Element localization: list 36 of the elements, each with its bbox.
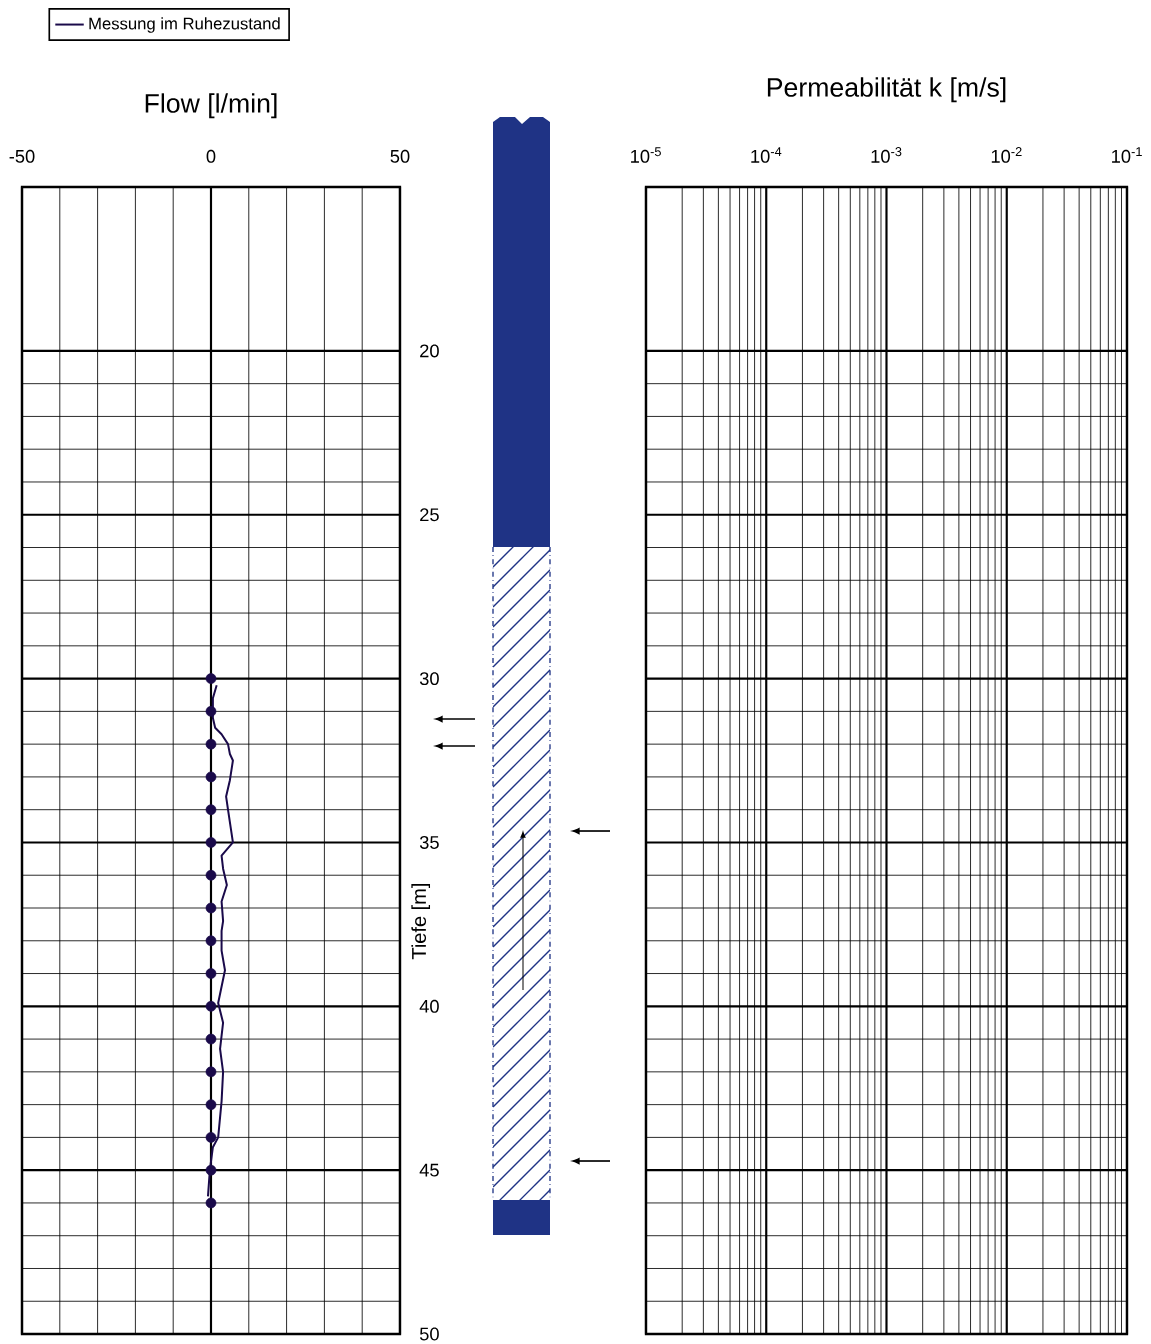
x-tick-label: 10$^{-5}$ [631,147,661,163]
x-tick-label: 10$^{-1}$ [1112,147,1142,163]
point [205,869,217,881]
point [205,738,217,750]
x-tick-label: 50 [390,149,410,163]
point [205,837,217,848]
chart-title: Flow [l/min] [145,93,277,119]
y-tick-label: 20 [420,344,439,358]
point [205,968,217,979]
x-tick-label: 0 [206,149,216,163]
y-tick-label: 30 [419,672,439,686]
point [205,1197,217,1209]
point [205,706,217,717]
y-tick-label: 50 [419,1327,439,1341]
chart-title: Permeabilität k [m/s] [767,77,1006,103]
point [205,902,217,914]
y-tick-label: 25 [420,508,439,522]
x-tick-label: 10$^{-4}$ [751,147,782,163]
legend-label: Messung im Ruhezustand [89,17,280,33]
x-tick-label: 10$^{-3}$ [871,147,902,163]
point [205,1164,217,1176]
point [205,1132,217,1143]
y-tick-label: 35 [419,835,439,849]
point [205,1099,217,1110]
point [205,804,217,816]
point [205,771,217,783]
point [205,673,217,684]
point [205,1000,217,1012]
x-tick-label: 10$^{-2}$ [991,147,1022,163]
point [205,1066,217,1078]
x-tick-label: -50 [9,149,35,163]
point [205,1033,217,1045]
y-tick-label: 40 [419,999,439,1013]
y-tick-label: 45 [419,1163,439,1177]
y-axis-title: Tiefe [m] [411,884,431,960]
point [205,935,217,947]
